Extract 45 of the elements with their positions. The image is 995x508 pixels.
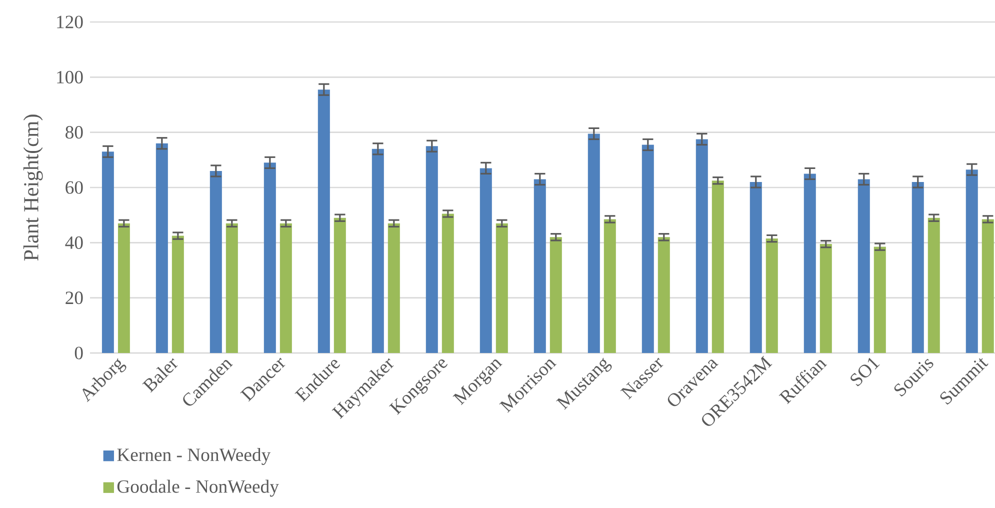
bar xyxy=(604,219,616,354)
legend-label: Kernen - NonWeedy xyxy=(117,448,271,465)
y-axis-title: Plant Height(cm) xyxy=(23,114,43,261)
bar xyxy=(480,168,492,354)
y-tick-label: 100 xyxy=(57,70,83,84)
bar xyxy=(318,90,330,354)
bar xyxy=(712,180,724,354)
bar xyxy=(696,139,708,354)
legend-label: Goodale - NonWeedy xyxy=(117,480,279,497)
bar xyxy=(118,223,130,354)
bar xyxy=(534,179,546,354)
bar xyxy=(874,246,886,354)
bar xyxy=(210,170,222,354)
y-tick-label: 0 xyxy=(74,346,83,360)
bar xyxy=(426,146,438,354)
bar xyxy=(280,223,292,354)
bar xyxy=(226,223,238,354)
bar xyxy=(388,223,400,354)
bar xyxy=(804,174,816,354)
bar xyxy=(966,170,978,354)
bar xyxy=(496,223,508,354)
bar xyxy=(334,218,346,354)
bar xyxy=(442,214,454,354)
bar xyxy=(858,179,870,354)
bar xyxy=(766,238,778,354)
bar xyxy=(912,182,924,354)
bar xyxy=(820,244,832,354)
bar xyxy=(156,143,168,354)
y-tick-label: 60 xyxy=(66,181,83,194)
bar xyxy=(928,218,940,354)
y-tick-label: 20 xyxy=(66,292,83,304)
y-tick-label: 80 xyxy=(66,126,83,139)
x-tick-label: SO1 xyxy=(850,358,880,386)
bar xyxy=(750,182,762,354)
y-tick-label: 120 xyxy=(57,16,83,28)
bar xyxy=(588,134,600,354)
bar xyxy=(172,236,184,354)
bar xyxy=(264,162,276,354)
bar xyxy=(642,144,654,354)
bar xyxy=(658,237,670,354)
y-tick-label: 40 xyxy=(65,236,83,249)
bar xyxy=(102,152,114,354)
bar xyxy=(372,148,384,354)
bar xyxy=(550,237,562,354)
bar xyxy=(982,219,994,354)
